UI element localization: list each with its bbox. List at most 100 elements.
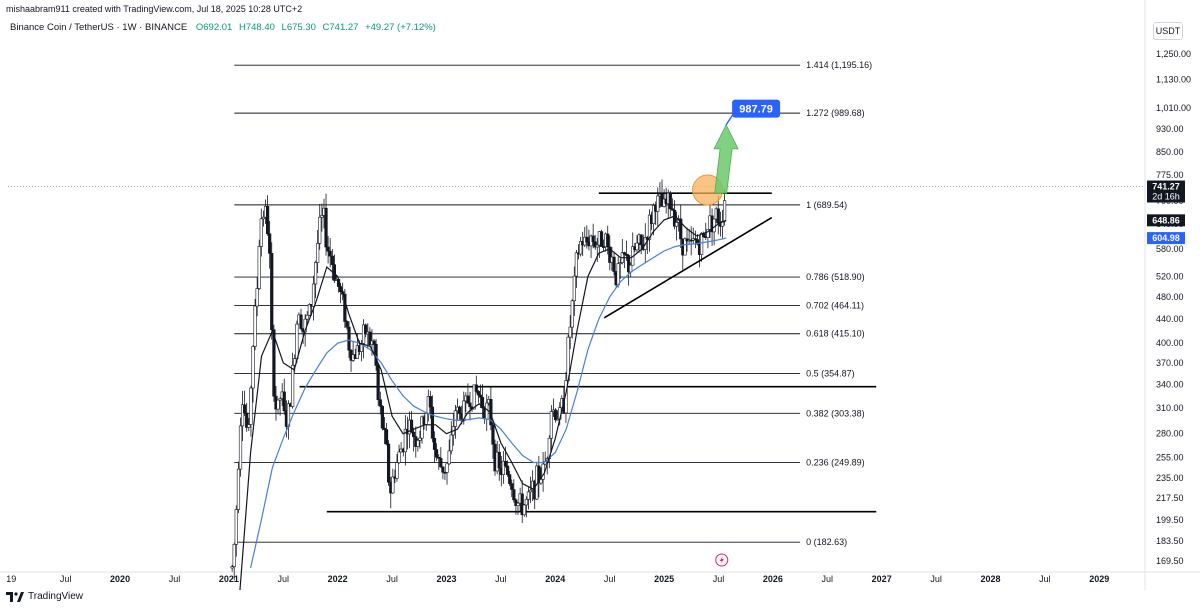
candle-body (679, 218, 683, 240)
candle-body (238, 425, 243, 470)
candle-body (434, 449, 439, 458)
candle-body (372, 340, 376, 345)
time-tick-label: 2029 (1089, 574, 1109, 584)
candle-body (616, 263, 620, 286)
last-price-label-box (1147, 180, 1185, 203)
candle-body (497, 451, 501, 469)
candle-body (276, 399, 280, 410)
target-price-label-box[interactable] (732, 99, 781, 118)
candle-body (420, 416, 424, 439)
price-tick-label: 520.00 (1156, 272, 1184, 282)
currency-selector[interactable]: USDT (1153, 22, 1183, 40)
candle-body (343, 293, 347, 322)
lightning-bolt-icon (719, 556, 724, 564)
moving-average-slow (250, 237, 727, 569)
candle-body (528, 489, 533, 493)
candle-body (376, 365, 380, 400)
time-tick-label: 2021 (219, 574, 239, 584)
candle-body (324, 207, 328, 248)
time-tick-label: 2020 (110, 574, 130, 584)
candle-body (251, 346, 255, 389)
candle-body (601, 246, 606, 248)
price-tick-label: 370.00 (1156, 358, 1184, 368)
candle-body (261, 216, 266, 220)
candle-body (647, 214, 652, 240)
candle-body (295, 323, 299, 359)
price-tick-label: 480.00 (1156, 292, 1184, 302)
candle-body (595, 244, 599, 248)
price-tick-label: 183.50 (1156, 536, 1184, 546)
candle-body (512, 489, 516, 501)
candle-body (245, 412, 249, 428)
candle-body (328, 250, 332, 257)
symbol-name[interactable]: Binance Coin / TetherUS · 1W · BINANCE (10, 22, 188, 33)
time-tick-label: 19 (6, 574, 16, 584)
candle-body (608, 246, 612, 263)
candle-body (424, 413, 428, 425)
candle-body (554, 409, 558, 421)
candle-body (439, 458, 443, 468)
candle-body (437, 456, 441, 459)
candle-body (384, 429, 389, 445)
candle-body (291, 364, 295, 407)
time-tick-label: Jul (60, 574, 72, 584)
price-tick-label: 217.50 (1156, 493, 1184, 503)
price-tick-label: 340.00 (1156, 379, 1184, 389)
candle-body (712, 218, 716, 233)
candle-body (491, 424, 495, 445)
price-tick-label: 850.00 (1156, 147, 1184, 157)
candle-body (232, 544, 236, 567)
fib-level-label: 0.5 (354.87) (806, 369, 855, 379)
price-chart[interactable]: 1,250.00 1,130.00 1,010.00 930.00 850.00 775.… (0, 0, 1200, 590)
candle-body (683, 238, 687, 256)
candle-body (706, 229, 710, 238)
candle-body (672, 209, 677, 227)
time-tick-label: Jul (495, 574, 507, 584)
candle-body (453, 410, 458, 427)
fib-level-label: 0.786 (518.90) (806, 272, 865, 282)
fib-level-label: 0.236 (249.89) (806, 458, 865, 468)
candle-body (639, 234, 643, 246)
candle-body (230, 566, 234, 569)
candle-body (257, 246, 261, 289)
candle-body (466, 395, 470, 404)
candle-body (674, 222, 679, 227)
price-tick-label: 775.00 (1156, 170, 1184, 180)
time-tick-label: Jul (822, 574, 834, 584)
ma-fast-label-box (1147, 214, 1185, 227)
candle-body (506, 465, 510, 475)
fib-level-label: 1 (689.54) (806, 200, 847, 210)
ascending-trendline[interactable] (603, 216, 773, 319)
candle-body (474, 384, 478, 392)
candle-body (520, 493, 524, 516)
candle-body (656, 195, 660, 212)
candle-body (441, 466, 445, 473)
time-tick-label: 2024 (545, 574, 565, 584)
fib-level-label: 0.702 (464.11) (806, 300, 864, 310)
candle-body (409, 419, 414, 433)
candle-body (599, 231, 604, 247)
candle-body (330, 255, 334, 265)
price-tick-label: 280.00 (1156, 429, 1184, 439)
candle-body (585, 236, 589, 243)
candle-body (510, 483, 514, 490)
candle-body (445, 463, 449, 473)
candle-body (386, 443, 391, 483)
candle-body (501, 460, 505, 475)
candle-body (693, 238, 698, 240)
candle-body (368, 331, 372, 345)
candle-body (382, 427, 387, 430)
candle-body (524, 498, 528, 506)
price-tick-label: 199.50 (1156, 515, 1184, 525)
candle-body (268, 233, 272, 254)
candle-body (570, 300, 574, 328)
upward-arrow[interactable] (713, 123, 739, 194)
candle-body (272, 329, 276, 397)
price-tick-label: 930.00 (1156, 124, 1184, 134)
candle-body (243, 404, 247, 414)
candle-body (539, 478, 543, 484)
candle-body (282, 391, 286, 412)
moving-average-fast (239, 215, 727, 590)
candle-body (416, 440, 420, 447)
change-value: +49.27 (+7.12%) (365, 22, 436, 33)
